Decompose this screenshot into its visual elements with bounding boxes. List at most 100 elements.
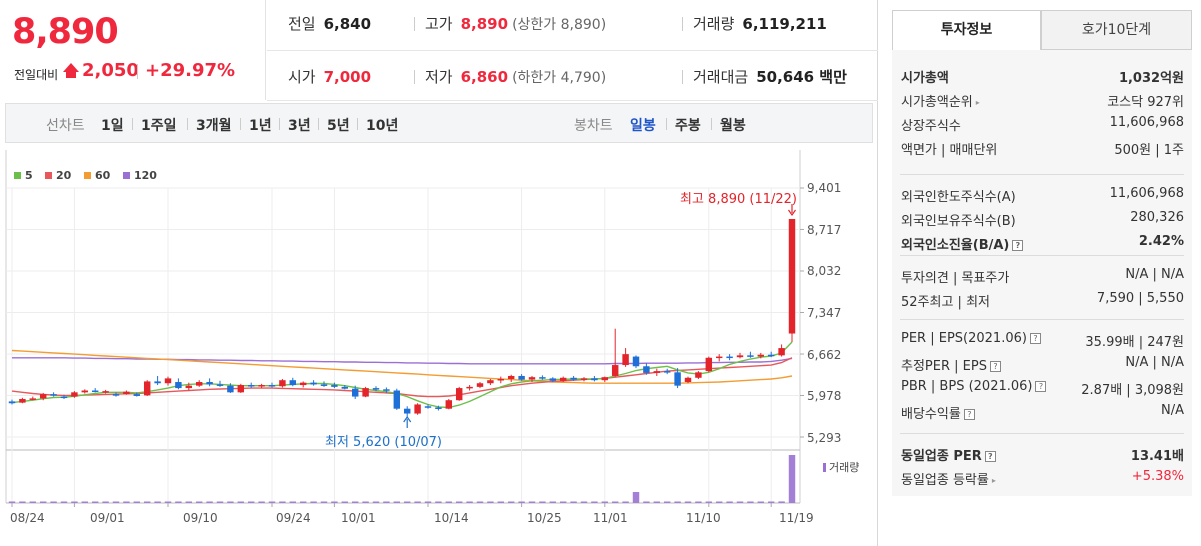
period-daily[interactable]: 일봉 [630, 118, 656, 134]
ma5-line [11, 341, 793, 409]
info-value: 13.41배 [1130, 449, 1184, 464]
tab-order-book[interactable]: 호가10단계 [1041, 10, 1192, 50]
candle-body [487, 380, 494, 384]
period-monthly[interactable]: 월봉 [720, 118, 746, 134]
info-label[interactable]: 동일업종 등락률 ▸ [901, 469, 996, 488]
info-label[interactable]: 동일업종 PER? [901, 445, 996, 464]
info-label[interactable]: 시가총액순위 ▸ [901, 91, 980, 110]
volume-bar [611, 501, 619, 503]
candle-body [383, 389, 390, 391]
period-weekly[interactable]: 주봉 [675, 118, 701, 134]
period-3y[interactable]: 3년 [288, 118, 311, 134]
candle-body [268, 385, 276, 387]
x-tick: 11/10 [686, 511, 721, 525]
legend-swatch [14, 172, 21, 179]
help-icon[interactable]: ? [1035, 381, 1047, 392]
volume-bar [476, 501, 484, 503]
candle-body [424, 406, 432, 408]
candle-body [435, 407, 442, 409]
volume-bar [237, 501, 245, 503]
candle-body [91, 390, 99, 393]
period-1y[interactable]: 1년 [249, 118, 272, 134]
candle-body [476, 383, 484, 387]
info-label[interactable]: 추정PER | EPS? [901, 355, 1001, 374]
volume-bar [695, 501, 702, 503]
help-icon[interactable]: ? [984, 451, 996, 462]
moving-averages [11, 341, 793, 409]
help-icon[interactable]: ? [1029, 333, 1041, 344]
volume-bar [455, 501, 463, 503]
info-label-text: 시가총액 [901, 71, 949, 86]
candle-body [372, 388, 380, 390]
help-icon[interactable]: ? [989, 361, 1001, 372]
legend-label: 20 [56, 169, 72, 182]
tab-invest-info[interactable]: 투자정보 [892, 10, 1041, 50]
legend-ma120: 120 [123, 169, 157, 182]
candle-body [195, 382, 203, 386]
candle-body [778, 348, 785, 356]
candle-body [643, 366, 650, 373]
candle-body [715, 356, 723, 359]
volume-bar [185, 501, 193, 503]
candle-body [50, 394, 57, 396]
triangle-right-icon[interactable]: ▸ [975, 98, 980, 107]
volume-label: 거래량 [693, 15, 735, 33]
section-divider [900, 174, 1184, 175]
prev-close: 전일 6,840 [288, 13, 371, 34]
volume-bar [559, 501, 567, 503]
prev-close-label: 전일 [288, 15, 316, 33]
candle-body [279, 380, 286, 387]
info-value: N/A | N/A [1125, 267, 1184, 282]
period-1w[interactable]: 1주일 [141, 118, 177, 134]
volume-bar [362, 501, 369, 503]
candle-body [518, 375, 525, 380]
volume-bar [528, 501, 536, 503]
info-label-text: PER | EPS(2021.06) [901, 331, 1027, 346]
period-3m[interactable]: 3개월 [196, 118, 232, 134]
info-label[interactable]: PBR | BPS (2021.06)? [901, 379, 1047, 394]
volume-bar [580, 501, 588, 503]
candle-body [123, 391, 130, 395]
legend-swatch [84, 172, 91, 179]
info-label[interactable]: 외국인소진율(B/A)? [901, 234, 1024, 253]
volume-bar [663, 501, 671, 503]
candle-body [455, 388, 463, 401]
candle-body [507, 375, 515, 379]
candle-body [601, 377, 609, 381]
high-annotation: 최고 8,890 (11/22) [680, 192, 798, 207]
section-divider [900, 319, 1184, 320]
candle-body [653, 371, 661, 373]
stock-panel: 8,890 전일대비 2,050 +29.97% 전일 6,840 고가 8,890… [5, 0, 878, 546]
period-10y[interactable]: 10년 [366, 118, 399, 134]
open-price: 시가 7,000 [288, 66, 371, 87]
volume-bar [154, 501, 161, 503]
candles [8, 218, 796, 418]
candle-body [528, 377, 536, 380]
period-5y[interactable]: 5년 [327, 118, 350, 134]
candle-body [351, 388, 359, 397]
candle-body [445, 400, 453, 409]
volume-bar [133, 501, 141, 503]
ma20-line [11, 357, 793, 398]
volume-bar [487, 501, 494, 503]
y-tick: 9,401 [807, 181, 842, 195]
candle-body [71, 392, 78, 397]
help-icon[interactable]: ? [963, 409, 975, 420]
y-tick: 8,717 [807, 223, 842, 237]
line-chart-label: 선차트 [46, 118, 85, 134]
info-label[interactable]: PER | EPS(2021.06)? [901, 331, 1041, 346]
info-value: 11,606,968 [1109, 115, 1184, 130]
divider [357, 118, 358, 130]
volume-bar [539, 501, 546, 503]
volume-bar [445, 501, 453, 503]
info-label: 상장주식수 [901, 115, 961, 134]
period-1d[interactable]: 1일 [101, 118, 124, 134]
triangle-right-icon[interactable]: ▸ [991, 476, 996, 485]
candle-body [143, 381, 151, 396]
volume-bar [310, 501, 317, 503]
info-label[interactable]: 배당수익률? [901, 403, 975, 422]
candle-body [393, 390, 401, 409]
help-icon[interactable]: ? [1012, 240, 1024, 251]
volume-bar [788, 455, 796, 503]
volume-bar [341, 501, 349, 503]
